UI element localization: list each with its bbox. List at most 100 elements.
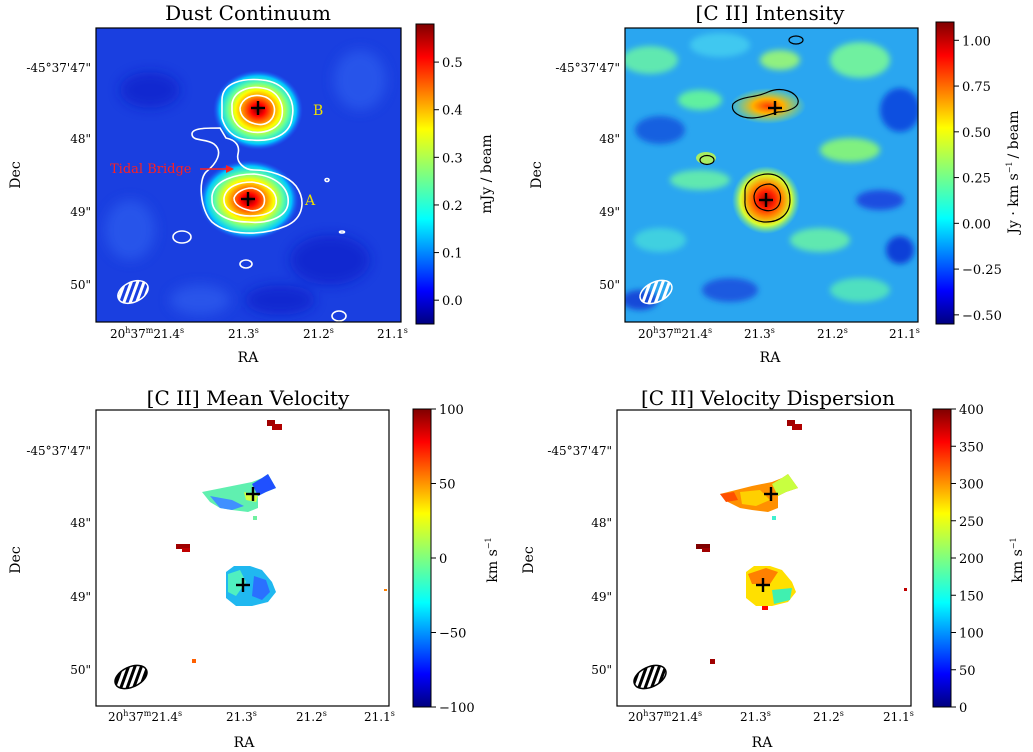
dec-tick: 49"	[70, 590, 91, 604]
dec-tick: 48"	[599, 132, 620, 146]
dec-tick: 50"	[599, 278, 620, 292]
colorbar-label: km s−1	[484, 537, 501, 582]
plot-frame	[616, 409, 912, 707]
panel-title: [C II] Velocity Dispersion	[641, 386, 895, 410]
source-b-marker	[251, 101, 265, 115]
beam-ellipse	[114, 664, 148, 690]
dec-tick: -45°37'47"	[547, 444, 612, 458]
dec-axis: -45°37'47" 48" 49" 50" Dec	[8, 444, 91, 677]
colorbar-tick-label: 0	[439, 552, 447, 567]
dispersion-map	[617, 410, 911, 706]
ra-tick: 20h37m21.4s	[108, 709, 182, 724]
colorbar-label: Jy · km s−1/ beam	[1005, 110, 1022, 235]
colorbar-tick-label: 0.1	[442, 247, 463, 262]
source-a-marker	[759, 193, 773, 207]
label-tidal-bridge: Tidal Bridge	[110, 162, 192, 177]
dec-tick: -45°37'47"	[26, 444, 91, 458]
panel-dust-continuum: Dust Continuum	[8, 1, 495, 366]
ra-tick: 21.2s	[303, 326, 334, 341]
x-axis-label: RA	[238, 350, 260, 366]
source-a-marker	[236, 578, 250, 592]
colorbar-tick-label: 0.0	[442, 294, 463, 309]
y-axis-label: Dec	[529, 161, 545, 189]
ra-tick: 21.1s	[364, 709, 395, 724]
dec-tick: 48"	[591, 516, 612, 530]
dust-contours	[172, 78, 347, 322]
ra-axis: 20h37m21.4s 21.3s 21.2s 21.1s RA	[638, 326, 920, 366]
colorbar-tick-label: 0.75	[962, 80, 991, 95]
colorbar-tick-label: 150	[959, 589, 984, 604]
colorbar-tick-label: −0.25	[962, 263, 1002, 278]
colorbar-tick-label: 0.00	[962, 217, 991, 232]
colorbar-mean-velocity: 100 50 0 −50 −100 km s−1	[412, 403, 501, 716]
colorbar-tick-label: 0	[959, 701, 967, 716]
ra-axis: 20h37m21.4s 21.3s 21.2s 21.1s RA	[110, 326, 408, 366]
dec-tick: -45°37'47"	[555, 61, 620, 75]
x-axis-label: RA	[752, 735, 774, 751]
panel-cii-velocity-dispersion: [C II] Velocity Dispersion	[521, 386, 1026, 751]
source-a-marker	[756, 578, 770, 592]
panel-cii-intensity: [C II] Intensity	[529, 1, 1022, 366]
colorbar-label: km s−1	[1009, 537, 1026, 582]
colorbar-tick-label: 0.5	[442, 56, 463, 71]
dec-axis: -45°37'47" 48" 49" 50" Dec	[521, 444, 612, 677]
beam-ellipse	[639, 279, 673, 305]
plot-frame	[95, 409, 390, 707]
beam-ellipse	[633, 664, 667, 690]
dec-axis: -45°37'47" 48" 49" 50" Dec	[8, 61, 91, 292]
x-axis-label: RA	[234, 735, 256, 751]
colorbar-tick-label: 0.2	[442, 199, 463, 214]
dec-tick: 49"	[591, 590, 612, 604]
colorbar-tick-label: 400	[959, 403, 984, 418]
ra-tick: 21.1s	[377, 326, 408, 341]
colorbar-dispersion: 400 350 300 250 200 150 100 50 0 km s−1	[932, 403, 1026, 716]
dec-axis: -45°37'47" 48" 49" 50" Dec	[529, 61, 620, 292]
colorbar-tick-label: 100	[959, 627, 984, 642]
ra-tick: 21.2s	[296, 709, 327, 724]
colorbar-tick-label: −0.50	[962, 309, 1002, 324]
ra-tick: 21.3s	[744, 326, 775, 341]
ra-tick: 21.1s	[883, 709, 914, 724]
y-axis-label: Dec	[8, 161, 24, 189]
dec-tick: 49"	[70, 205, 91, 219]
colorbar-tick-label: 50	[439, 478, 456, 493]
colorbar-tick-label: 0.50	[962, 126, 991, 141]
colorbar-tick-label: 350	[959, 440, 984, 455]
ra-tick: 21.2s	[817, 326, 848, 341]
plot-frame	[624, 27, 919, 323]
label-b: B	[313, 103, 323, 119]
ra-axis: 20h37m21.4s 21.3s 21.2s 21.1s RA	[108, 709, 395, 751]
ra-tick: 20h37m21.4s	[110, 326, 184, 341]
ra-tick: 21.3s	[740, 709, 771, 724]
colorbar-tick-label: 300	[959, 478, 984, 493]
panel-cii-mean-velocity: [C II] Mean Velocity	[8, 386, 501, 751]
dec-tick: 50"	[70, 278, 91, 292]
velocity-map	[96, 410, 389, 706]
ra-axis: 20h37m21.4s 21.3s 21.2s 21.1s RA	[628, 709, 914, 751]
y-axis-label: Dec	[8, 546, 24, 574]
dust-map	[96, 28, 401, 322]
y-axis-label: Dec	[521, 546, 537, 574]
ra-tick: 20h37m21.4s	[638, 326, 712, 341]
source-b-marker	[246, 487, 260, 501]
colorbar-tick-label: −100	[439, 701, 475, 716]
ra-tick: 21.3s	[226, 709, 257, 724]
source-b-marker	[768, 101, 782, 115]
label-a: A	[304, 193, 316, 209]
dec-tick: -45°37'47"	[26, 61, 91, 75]
colorbar-tick-label: −50	[439, 627, 466, 642]
dec-tick: 50"	[591, 663, 612, 677]
colorbar-label: mJy / beam	[479, 134, 495, 213]
x-axis-label: RA	[760, 350, 782, 366]
colorbar-tick-label: 0.25	[962, 172, 991, 187]
source-a-marker	[241, 192, 255, 206]
ra-tick: 21.3s	[228, 326, 259, 341]
panel-title: [C II] Intensity	[696, 1, 846, 25]
colorbar-tick-label: 1.00	[962, 34, 991, 49]
colorbar-tick-label: 200	[959, 552, 984, 567]
source-b-emission	[730, 88, 806, 124]
ra-tick: 21.1s	[889, 326, 920, 341]
cii-intensity-map	[625, 28, 918, 322]
panel-title: [C II] Mean Velocity	[147, 386, 350, 410]
